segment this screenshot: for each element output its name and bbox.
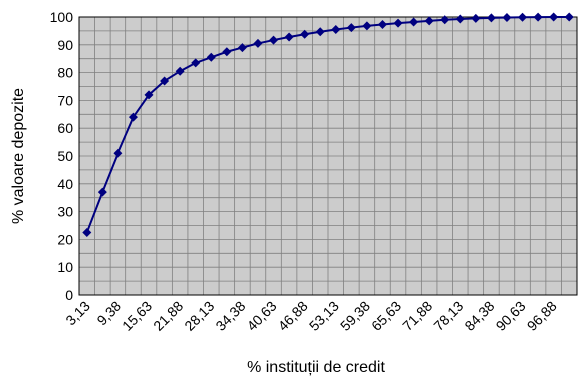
data-point [455,14,465,24]
x-tick-label: 59,38 [337,298,373,334]
x-tick-label: 96,88 [524,298,560,334]
data-point [97,187,107,197]
data-point [191,58,201,68]
series-group [82,12,574,237]
data-point [222,47,232,57]
data-point [128,112,138,122]
y-tick-label: 40 [57,176,73,192]
x-axis-label: % instituții de credit [247,359,385,376]
x-tick-label: 65,63 [368,298,404,334]
y-tick-label: 20 [57,231,73,247]
x-tick-label: 53,13 [306,298,342,334]
data-point [377,20,387,30]
x-tick-label: 40,63 [244,298,280,334]
data-point [269,35,279,45]
data-point [253,38,263,48]
y-tick-label: 0 [65,287,73,303]
data-point [518,12,528,22]
data-point [300,29,310,39]
data-point [315,27,325,37]
x-tick-label: 28,13 [181,298,217,334]
y-tick-label: 10 [57,259,73,275]
y-tick-label: 50 [57,148,73,164]
data-point [82,227,92,237]
x-tick-label: 46,88 [275,298,311,334]
data-point [160,76,170,86]
data-point [113,148,123,158]
data-point [284,32,294,42]
x-tick-label: 78,13 [430,298,466,334]
y-tick-label: 100 [50,9,74,25]
data-point [346,23,356,33]
data-point [237,43,247,53]
data-point [471,13,481,23]
data-point [409,17,419,27]
x-tick-label: 21,88 [150,298,186,334]
y-tick-label: 90 [57,37,73,53]
data-point [440,15,450,25]
data-point [533,12,543,22]
data-point [424,16,434,26]
x-tick-label: 15,63 [119,298,155,334]
y-axis-label: % valoare depozite [10,88,27,224]
data-point [331,25,341,35]
y-tick-label: 30 [57,204,73,220]
y-tick-label: 60 [57,120,73,136]
x-tick-label: 71,88 [399,298,435,334]
data-point [206,52,216,62]
x-tick-labels: 3,13 9,3815,6321,8828,1334,3840,6346,8853… [62,298,560,334]
data-point [486,13,496,23]
data-point [362,21,372,31]
data-point [144,90,154,100]
grid-lines [79,17,577,295]
plot-frame [78,16,578,296]
data-point [549,12,559,22]
data-point [175,66,185,76]
data-point [502,13,512,23]
y-tick-label: 80 [57,65,73,81]
x-tick-label: 34,38 [212,298,248,334]
y-tick-label: 70 [57,92,73,108]
x-tick-label: 84,38 [461,298,497,334]
data-point [564,12,574,22]
y-tick-labels: 0 10 20 30 40 50 60 70 80 90 100 [50,9,74,303]
x-tick-label: 90,63 [493,298,529,334]
data-point [393,18,403,28]
